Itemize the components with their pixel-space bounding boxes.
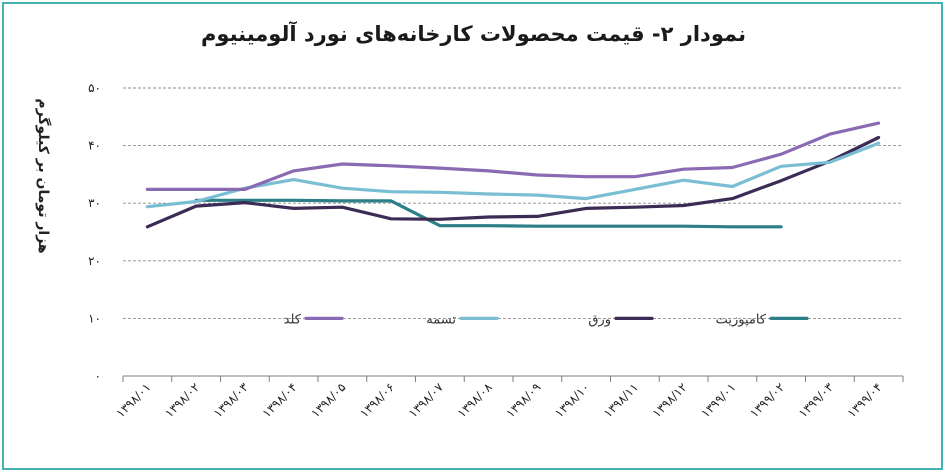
chart-title: نمودار ۲- قیمت محصولات کارخانه‌های نورد … <box>201 22 746 46</box>
x-tick-label: ۱۳۹۹/۰۴ <box>845 380 885 420</box>
x-tick-label: ۱۳۹۹/۰۳ <box>796 380 836 420</box>
y-tick-label: ۳۰ <box>88 196 101 210</box>
series-line <box>194 198 783 229</box>
series-line <box>145 135 881 229</box>
x-tick-labels: ۱۳۹۸/۰۱ ۱۳۹۸/۰۲ ۱۳۹۸/۰۳ ۱۳۹۸/۰۴ ۱۳۹۸/۰۵ ۱۳۹۸/… <box>113 380 884 420</box>
series-line <box>145 141 881 209</box>
legend: کامپوزیت ورق تسمه کلد <box>284 312 809 327</box>
legend-label: کامپوزیت <box>716 312 767 327</box>
x-tick-label: ۱۳۹۸/۱۲ <box>650 380 690 420</box>
y-tick-labels: ۰ ۱۰ ۲۰ ۳۰ ۴۰ ۵۰ <box>88 81 101 383</box>
x-tick-label: ۱۳۹۹/۰۱ <box>698 380 738 420</box>
x-tick-label: ۱۳۹۸/۰۴ <box>260 380 300 420</box>
series-lines <box>145 121 881 229</box>
x-tick-label: ۱۳۹۸/۰۶ <box>357 380 397 420</box>
x-tick-label: ۱۳۹۸/۰۹ <box>503 380 543 420</box>
x-tick-label: ۱۳۹۸/۰۲ <box>162 380 202 420</box>
y-tick-label: ۴۰ <box>88 139 101 153</box>
x-tick-label: ۱۳۹۹/۰۲ <box>747 380 787 420</box>
x-tick-label: ۱۳۹۸/۰۵ <box>308 380 348 420</box>
y-tick-label: ۱۰ <box>88 311 101 325</box>
y-tick-label: ۲۰ <box>88 254 101 268</box>
y-tick-label: ۰ <box>95 369 101 383</box>
legend-label: کلد <box>284 312 302 327</box>
y-tick-label: ۵۰ <box>88 81 101 95</box>
x-tick-label: ۱۳۹۸/۱۰ <box>552 380 592 420</box>
legend-label: تسمه <box>426 312 456 327</box>
x-tick-label: ۱۳۹۸/۰۱ <box>113 380 153 420</box>
series-line <box>145 121 881 191</box>
x-tick-label: ۱۳۹۸/۰۷ <box>406 380 446 420</box>
x-tick-label: ۱۳۹۸/۰۳ <box>211 380 251 420</box>
x-axis <box>122 375 904 382</box>
x-tick-label: ۱۳۹۸/۰۸ <box>455 380 495 420</box>
legend-label: ورق <box>588 312 611 327</box>
x-tick-label: ۱۳۹۸/۱۱ <box>601 380 641 420</box>
